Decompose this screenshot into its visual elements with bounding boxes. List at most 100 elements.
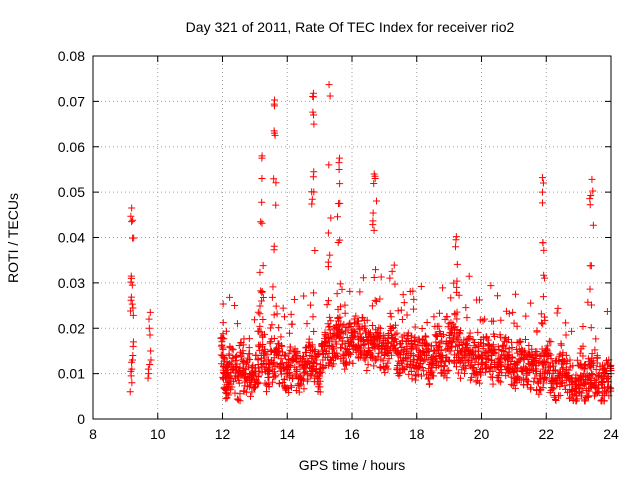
data-point xyxy=(538,174,546,182)
data-point xyxy=(539,179,547,187)
data-point xyxy=(468,347,476,355)
data-point xyxy=(266,339,274,347)
data-point xyxy=(417,282,425,290)
data-point xyxy=(273,310,281,318)
data-point xyxy=(537,319,545,327)
data-point xyxy=(500,342,508,350)
data-point xyxy=(548,383,556,391)
data-point xyxy=(267,348,275,356)
data-point xyxy=(271,131,279,139)
data-point xyxy=(460,336,468,344)
data-point xyxy=(322,338,330,346)
data-point xyxy=(526,350,534,358)
data-point xyxy=(409,344,417,352)
data-point xyxy=(334,305,342,313)
data-point xyxy=(540,246,548,254)
data-point xyxy=(313,360,321,368)
data-point xyxy=(128,379,136,387)
data-point xyxy=(497,378,505,386)
y-axis-label: ROTI / TECUs xyxy=(5,193,21,283)
data-point xyxy=(257,218,265,226)
data-point xyxy=(325,323,333,331)
data-point xyxy=(411,323,419,331)
data-point xyxy=(589,221,597,229)
data-point xyxy=(130,234,138,242)
data-point xyxy=(287,310,295,318)
data-point xyxy=(521,335,529,343)
y-tick-label: 0.02 xyxy=(58,320,85,336)
data-point xyxy=(284,360,292,368)
data-point xyxy=(425,374,433,382)
data-point xyxy=(450,324,458,332)
data-point xyxy=(585,392,593,400)
data-point xyxy=(496,357,504,365)
data-point xyxy=(387,313,395,321)
data-point xyxy=(510,319,518,327)
data-point xyxy=(464,334,472,342)
data-point xyxy=(421,332,429,340)
data-point xyxy=(588,175,596,183)
data-point xyxy=(551,366,559,374)
x-tick-label: 16 xyxy=(344,426,360,442)
data-point xyxy=(147,347,155,355)
data-point xyxy=(147,356,155,364)
data-point xyxy=(573,356,581,364)
data-point xyxy=(566,356,574,364)
data-point xyxy=(265,383,273,391)
data-point xyxy=(234,396,242,404)
x-tick-label: 24 xyxy=(603,426,619,442)
data-point xyxy=(367,350,375,358)
data-point xyxy=(336,154,344,162)
data-point xyxy=(410,295,418,303)
data-point xyxy=(460,369,468,377)
data-point xyxy=(275,347,283,355)
data-point xyxy=(283,384,291,392)
data-point xyxy=(495,377,503,385)
x-tick-label: 20 xyxy=(474,426,490,442)
data-point xyxy=(399,365,407,373)
data-point xyxy=(368,302,376,310)
data-point xyxy=(532,367,540,375)
data-point xyxy=(326,313,334,321)
data-point xyxy=(545,337,553,345)
data-point xyxy=(144,374,152,382)
data-point xyxy=(256,322,264,330)
data-point xyxy=(295,359,303,367)
data-point xyxy=(227,361,235,369)
data-point xyxy=(415,353,423,361)
data-point xyxy=(415,363,423,371)
data-point xyxy=(316,383,324,391)
data-point xyxy=(371,175,379,183)
data-point xyxy=(368,321,376,329)
data-point xyxy=(275,379,283,387)
data-point xyxy=(251,316,259,324)
data-point xyxy=(555,392,563,400)
data-point xyxy=(505,364,513,372)
data-point xyxy=(562,319,570,327)
data-point xyxy=(446,334,454,342)
data-point xyxy=(324,341,332,349)
data-point xyxy=(292,355,300,363)
data-point xyxy=(555,357,563,365)
data-point xyxy=(338,322,346,330)
data-point xyxy=(474,328,482,336)
data-point xyxy=(415,347,423,355)
data-point xyxy=(256,268,264,276)
data-point xyxy=(533,328,541,336)
data-point xyxy=(543,345,551,353)
data-point xyxy=(518,348,526,356)
data-point xyxy=(567,377,575,385)
data-point xyxy=(308,200,316,208)
data-point xyxy=(281,313,289,321)
data-point xyxy=(307,301,315,309)
data-point xyxy=(399,364,407,372)
data-point xyxy=(464,358,472,366)
data-point xyxy=(533,378,541,386)
data-point xyxy=(236,390,244,398)
data-point xyxy=(441,369,449,377)
data-point xyxy=(259,316,267,324)
data-point xyxy=(391,335,399,343)
data-point xyxy=(541,373,549,381)
data-point xyxy=(258,368,266,376)
data-point xyxy=(234,368,242,376)
